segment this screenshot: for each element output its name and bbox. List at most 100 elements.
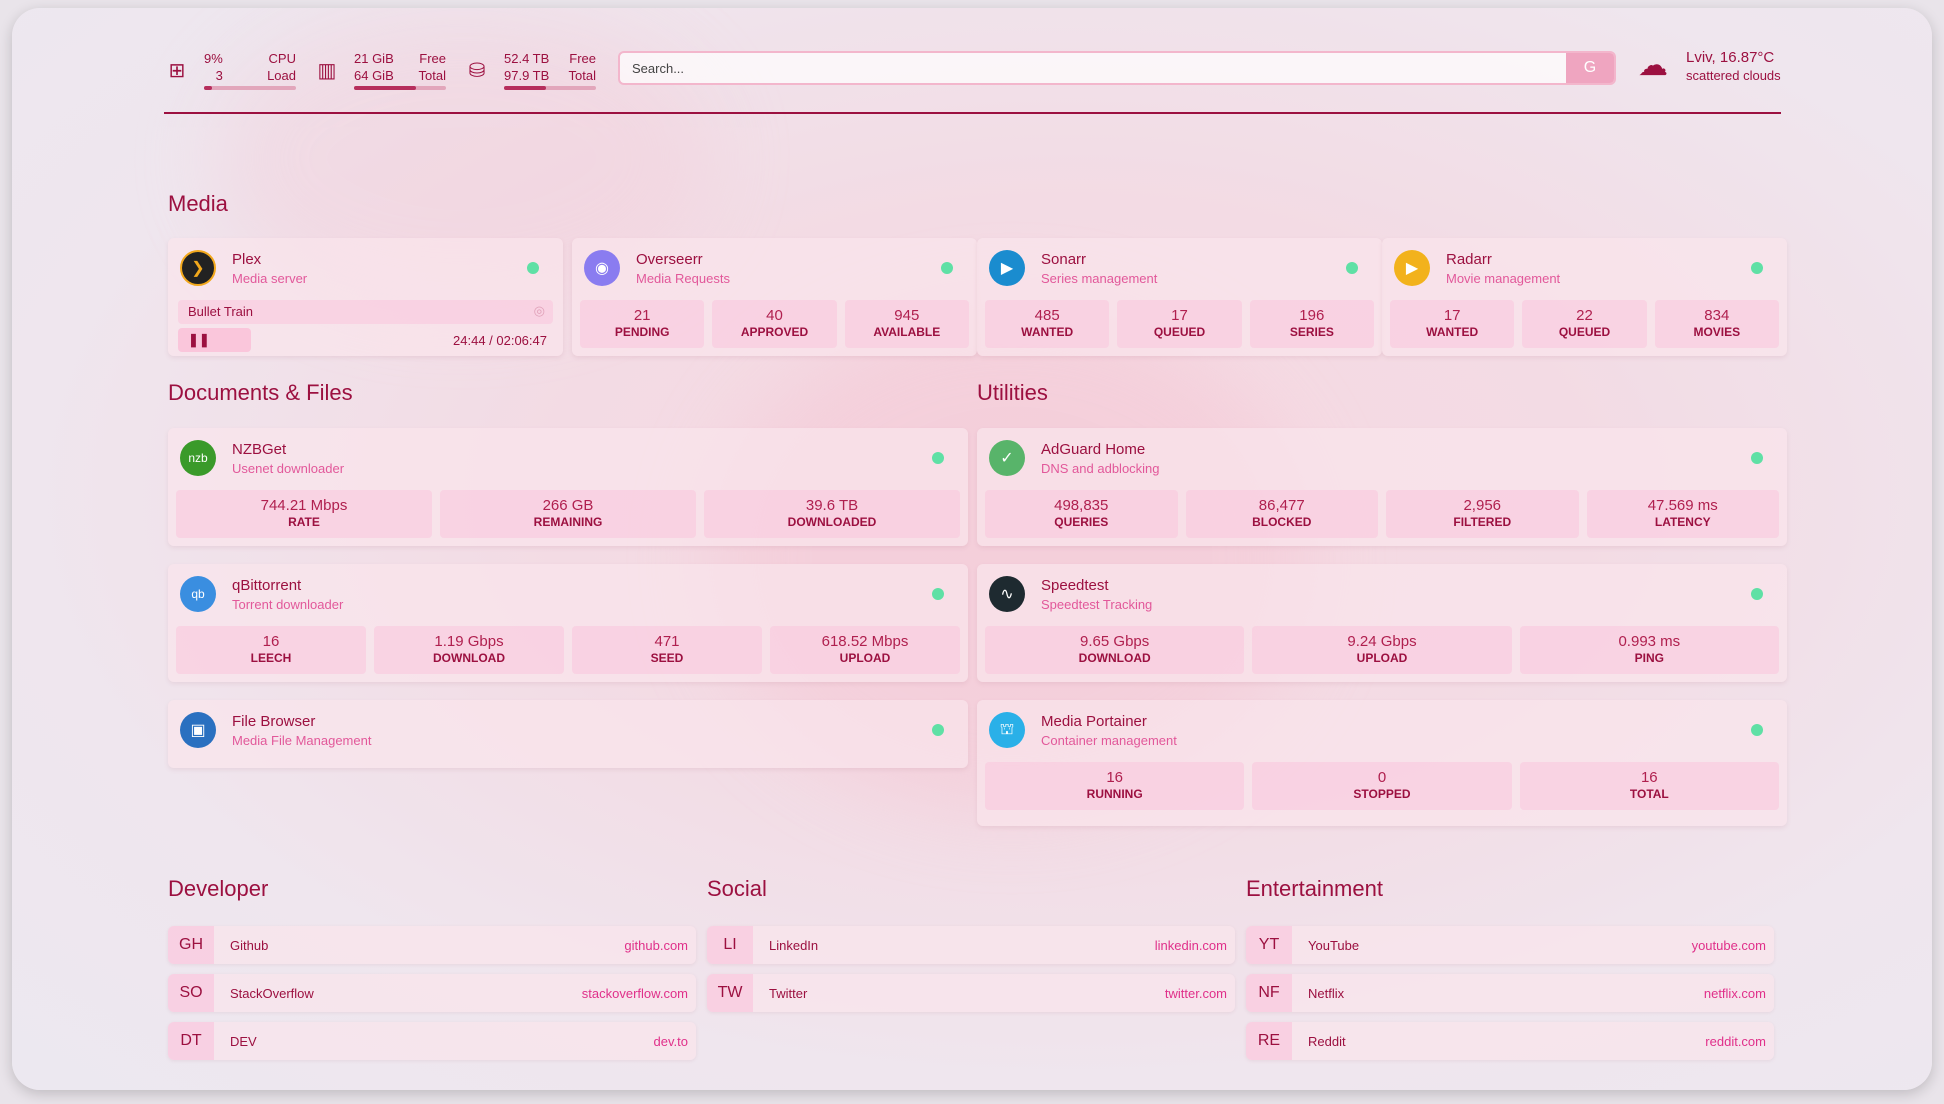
stat-value: 9.65 Gbps bbox=[1080, 633, 1150, 650]
service-name[interactable]: Plex bbox=[232, 251, 262, 268]
service-card-plex[interactable]: ❯ Plex Media server Bullet Train ◎ ❚❚ 24:4… bbox=[168, 238, 563, 356]
bookmark-name: Netflix bbox=[1308, 985, 1345, 1001]
stat-value: 485 bbox=[1034, 307, 1060, 324]
cpu-bar bbox=[204, 86, 296, 90]
stat-stopped: 0 STOPPED bbox=[1252, 762, 1512, 810]
stat-remaining: 266 GB REMAINING bbox=[440, 490, 696, 538]
bookmark-name: Github bbox=[230, 937, 269, 953]
stat-ping: 0.993 ms PING bbox=[1519, 626, 1779, 674]
stat-label: QUEUED bbox=[1558, 325, 1611, 339]
stat-queued: 22 QUEUED bbox=[1522, 300, 1647, 348]
stat-value: 834 bbox=[1704, 307, 1730, 324]
memory-bar bbox=[354, 86, 446, 90]
stat-running: 16 RUNNING bbox=[985, 762, 1245, 810]
stat-pending: 21 PENDING bbox=[580, 300, 705, 348]
service-name[interactable]: AdGuard Home bbox=[1041, 441, 1146, 458]
bookmark-url[interactable]: dev.to bbox=[653, 1033, 688, 1049]
bookmark-stackoverflow[interactable]: SO StackOverflow stackoverflow.com bbox=[168, 974, 696, 1012]
service-description: Usenet downloader bbox=[232, 461, 345, 476]
playback-progress: ❚❚ 24:44 / 02:06:47 bbox=[178, 328, 553, 352]
status-dot bbox=[932, 452, 944, 464]
bookmark-url[interactable]: youtube.com bbox=[1691, 937, 1766, 953]
cloud-sun-icon: ☁ bbox=[1638, 49, 1668, 82]
service-name[interactable]: qBittorrent bbox=[232, 577, 302, 594]
stat-filtered: 2,956 FILTERED bbox=[1386, 490, 1579, 538]
bookmark-abbr: GH bbox=[168, 926, 214, 964]
service-card-radarr[interactable]: ▶ Radarr Movie management 17 WANTED 22 QUEU… bbox=[1382, 238, 1787, 356]
service-card-sonarr[interactable]: ▶ Sonarr Series management 485 WANTED 17 QU… bbox=[977, 238, 1382, 356]
service-card-filebrowser[interactable]: ▣ File Browser Media File Management bbox=[168, 700, 968, 768]
service-description: Container management bbox=[1041, 733, 1177, 748]
bookmark-url[interactable]: twitter.com bbox=[1164, 985, 1227, 1001]
stats-row: 17 WANTED 22 QUEUED 834 MOVIES bbox=[1390, 300, 1779, 348]
bookmark-dev[interactable]: DT DEV dev.to bbox=[168, 1022, 696, 1060]
bookmark-reddit[interactable]: RE Reddit reddit.com bbox=[1246, 1022, 1774, 1060]
service-name[interactable]: NZBGet bbox=[232, 441, 287, 458]
sonarr-logo-icon: ▶ bbox=[989, 250, 1025, 286]
service-name[interactable]: Speedtest bbox=[1041, 577, 1109, 594]
service-card-portainer[interactable]: ⛫ Media Portainer Container management 1… bbox=[977, 700, 1787, 826]
portainer-logo-icon: ⛫ bbox=[989, 712, 1025, 748]
stats-row: 16 LEECH 1.19 Gbps DOWNLOAD 471 SEED 618.52 Mb… bbox=[176, 626, 960, 674]
stats-row: 16 RUNNING 0 STOPPED 16 TOTAL bbox=[985, 762, 1779, 810]
section-title-entertainment: Entertainment bbox=[1246, 876, 1383, 901]
stat-label: DOWNLOAD bbox=[1078, 651, 1151, 665]
stat-value: 196 bbox=[1299, 307, 1325, 324]
search-provider-button[interactable]: G bbox=[1566, 53, 1614, 83]
bookmark-youtube[interactable]: YT YouTube youtube.com bbox=[1246, 926, 1774, 964]
stat-label: SEED bbox=[650, 651, 684, 665]
pause-button[interactable]: ❚❚ bbox=[178, 328, 252, 352]
service-card-adguard[interactable]: ✓ AdGuard Home DNS and adblocking 498,83… bbox=[977, 428, 1787, 546]
stat-value: 0 bbox=[1377, 769, 1387, 786]
service-card-qbittorrent[interactable]: qb qBittorrent Torrent downloader 16 LEEC… bbox=[168, 564, 968, 682]
bookmark-url[interactable]: stackoverflow.com bbox=[581, 985, 688, 1001]
bookmark-abbr: TW bbox=[707, 974, 753, 1012]
bookmark-abbr: YT bbox=[1246, 926, 1292, 964]
service-description: Speedtest Tracking bbox=[1041, 597, 1153, 612]
stats-row: 744.21 Mbps RATE 266 GB REMAINING 39.6 TB DOW… bbox=[176, 490, 960, 538]
disk-bar bbox=[504, 86, 596, 90]
now-playing-title: Bullet Train bbox=[188, 304, 254, 319]
search-input[interactable] bbox=[620, 53, 1566, 83]
memory-icon: ▥ bbox=[317, 60, 337, 82]
bookmark-abbr: DT bbox=[168, 1022, 214, 1060]
stat-available: 945 AVAILABLE bbox=[844, 300, 969, 348]
memory-total: 64 GiB bbox=[354, 68, 394, 83]
stat-movies: 834 MOVIES bbox=[1654, 300, 1779, 348]
header: ⊞ 9% 3 CPU Load ▥ 21 GiB 64 GiB Free Total ⛁… bbox=[164, 48, 1792, 94]
stats-row: 485 WANTED 17 QUEUED 196 SERIES bbox=[985, 300, 1374, 348]
bookmark-netflix[interactable]: NF Netflix netflix.com bbox=[1246, 974, 1774, 1012]
bookmark-abbr: LI bbox=[707, 926, 753, 964]
bookmark-twitter[interactable]: TW Twitter twitter.com bbox=[707, 974, 1235, 1012]
memory-free: 21 GiB bbox=[354, 51, 394, 66]
bookmark-url[interactable]: github.com bbox=[624, 937, 688, 953]
bookmark-name: LinkedIn bbox=[769, 937, 819, 953]
service-name[interactable]: File Browser bbox=[232, 713, 316, 730]
stat-wanted: 485 WANTED bbox=[985, 300, 1110, 348]
service-card-overseerr[interactable]: ◉ Overseerr Media Requests 21 PENDING 40 AP… bbox=[572, 238, 977, 356]
service-name[interactable]: Media Portainer bbox=[1041, 713, 1147, 730]
service-description: DNS and adblocking bbox=[1041, 461, 1160, 476]
bookmark-url[interactable]: linkedin.com bbox=[1154, 937, 1227, 953]
cpu-icon: ⊞ bbox=[168, 60, 186, 82]
cpu-label: CPU bbox=[268, 51, 296, 66]
cpu-widget: ⊞ 9% 3 CPU Load bbox=[164, 50, 296, 92]
stats-row: 21 PENDING 40 APPROVED 945 AVAILABLE bbox=[580, 300, 969, 348]
filebrowser-logo-icon: ▣ bbox=[180, 712, 216, 748]
service-card-nzbget[interactable]: nzb NZBGet Usenet downloader 744.21 Mbps… bbox=[168, 428, 968, 546]
bookmark-linkedin[interactable]: LI LinkedIn linkedin.com bbox=[707, 926, 1235, 964]
status-dot bbox=[932, 724, 944, 736]
stat-label: WANTED bbox=[1021, 325, 1074, 339]
stat-label: AVAILABLE bbox=[873, 325, 941, 339]
service-card-speedtest[interactable]: ∿ Speedtest Speedtest Tracking 9.65 Gbps… bbox=[977, 564, 1787, 682]
service-name[interactable]: Radarr bbox=[1446, 251, 1492, 268]
bookmark-url[interactable]: reddit.com bbox=[1705, 1033, 1766, 1049]
stat-value: 16 bbox=[1640, 769, 1658, 786]
service-name[interactable]: Overseerr bbox=[636, 251, 703, 268]
status-dot bbox=[1751, 724, 1763, 736]
service-name[interactable]: Sonarr bbox=[1041, 251, 1087, 268]
bookmark-github[interactable]: GH Github github.com bbox=[168, 926, 696, 964]
plex-logo-icon: ❯ bbox=[180, 250, 216, 286]
bookmark-url[interactable]: netflix.com bbox=[1703, 985, 1766, 1001]
stat-label: TOTAL bbox=[1629, 787, 1669, 801]
